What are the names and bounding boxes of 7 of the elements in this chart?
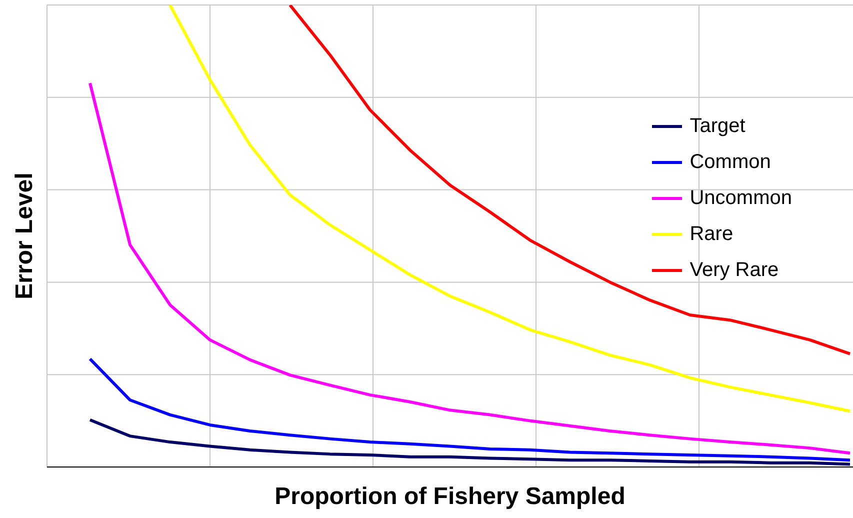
- legend-label: Target: [690, 114, 746, 139]
- y-axis-title: Error Level: [11, 172, 38, 300]
- legend-label: Common: [690, 150, 771, 175]
- legend-label: Very Rare: [690, 258, 779, 283]
- legend-label: Uncommon: [690, 186, 792, 211]
- legend-label: Rare: [690, 222, 734, 247]
- x-axis-title: Proportion of Fishery Sampled: [274, 483, 626, 510]
